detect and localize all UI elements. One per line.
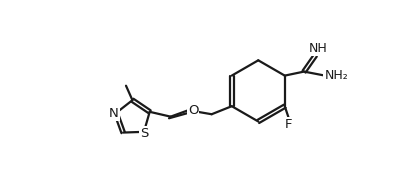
Text: O: O <box>188 104 198 117</box>
Text: NH₂: NH₂ <box>324 69 348 82</box>
Text: S: S <box>140 127 148 140</box>
Text: NH: NH <box>308 42 327 55</box>
Text: F: F <box>285 118 292 131</box>
Text: N: N <box>109 107 119 120</box>
